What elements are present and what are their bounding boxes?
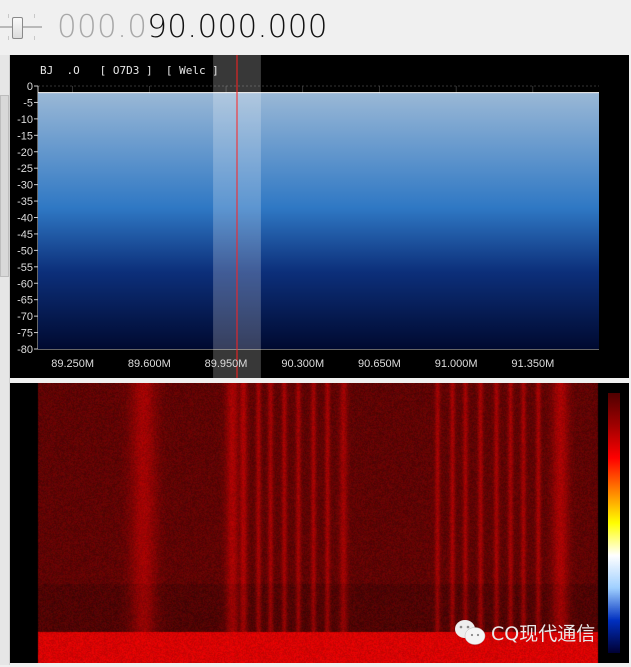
waterfall-canvas[interactable] [10, 383, 629, 663]
x-axis-label: 91.000M [435, 358, 478, 370]
x-axis-label: 89.600M [128, 358, 171, 370]
x-axis-label: 90.650M [358, 358, 401, 370]
spectrum-fill [38, 92, 599, 349]
watermark: CQ现代通信 [453, 618, 595, 646]
x-axis-label: 90.300M [281, 358, 324, 370]
x-axis-label: 91.350M [511, 358, 554, 370]
y-axis-label: -75 [17, 328, 33, 340]
y-axis-label: -30 [17, 180, 33, 192]
spectrum-plot[interactable]: 0 -5 -10 -15 -20 -25 -30 -35 -40 -45 -50 -55 -60 -65 -… [10, 55, 629, 378]
y-axis-label: 0 [27, 81, 33, 93]
y-axis-label: -5 [23, 97, 33, 109]
slider-tick [8, 14, 9, 18]
y-axis-label: -35 [17, 196, 33, 208]
volume-slider-thumb[interactable] [12, 17, 23, 39]
rds-text: BJ .O [ O7D3 ] [ Welc ] [40, 64, 219, 77]
spectrum-analyzer[interactable]: 0 -5 -10 -15 -20 -25 -30 -35 -40 -45 -50 -55 -60 -65 -… [10, 55, 629, 378]
y-axis-label: -25 [17, 163, 33, 175]
frequency-leading-digits[interactable]: 000.0 [57, 9, 148, 45]
y-axis-label: -15 [17, 130, 33, 142]
left-panel-scrollbar[interactable] [0, 55, 10, 665]
y-axis-label: -60 [17, 278, 33, 290]
wechat-icon [455, 620, 486, 645]
y-axis-label: -20 [17, 147, 33, 159]
x-axis-label: 89.950M [205, 358, 248, 370]
scrollbar-thumb[interactable] [0, 95, 9, 277]
y-axis-label: -10 [17, 114, 33, 126]
y-axis-label: -65 [17, 295, 33, 307]
y-axis-label: -70 [17, 311, 33, 323]
y-axis-label: -50 [17, 245, 33, 257]
y-axis-label: -80 [17, 344, 33, 356]
y-axis-label: -40 [17, 213, 33, 225]
slider-tick [34, 14, 35, 18]
x-axis-label: 89.250M [51, 358, 94, 370]
frequency-display[interactable]: 000.090.000.000 [57, 9, 328, 45]
waterfall-display[interactable] [10, 383, 629, 663]
slider-tick [8, 36, 9, 40]
watermark-text: CQ现代通信 [491, 622, 596, 645]
y-axis-label: -45 [17, 229, 33, 241]
frequency-digits[interactable]: 90.000.000 [147, 9, 328, 45]
y-axis-label: -55 [17, 262, 33, 274]
waterfall-colorbar [608, 393, 620, 653]
slider-tick [34, 36, 35, 40]
toolbar: 000.090.000.000 [0, 0, 631, 55]
